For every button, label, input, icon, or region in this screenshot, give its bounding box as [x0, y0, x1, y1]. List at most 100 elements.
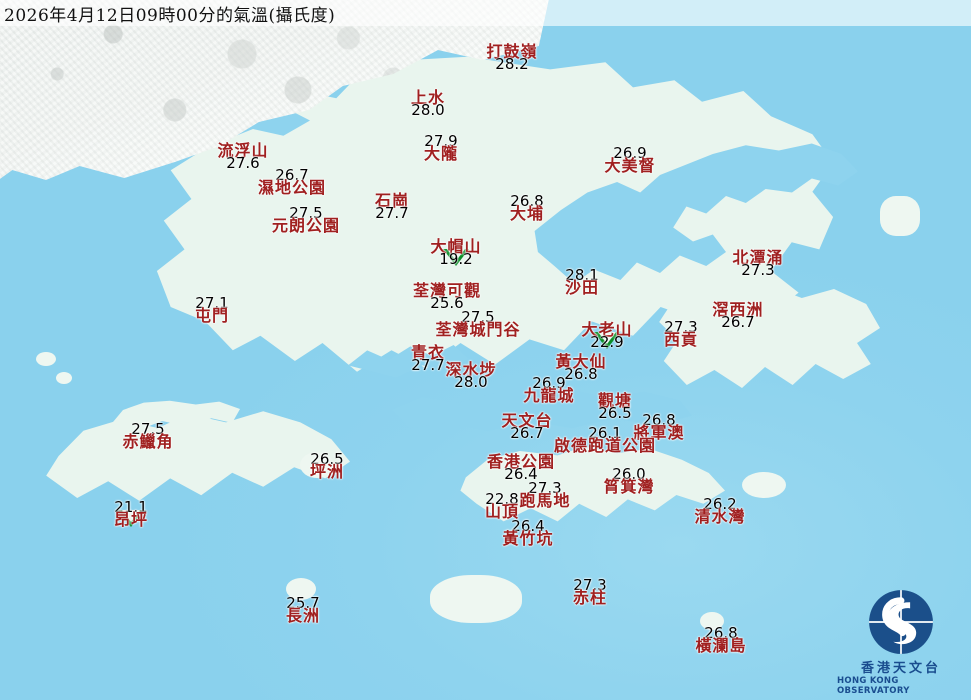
station-label: 27.3 跑馬地 [519, 480, 571, 511]
station-name: 黃大仙 [555, 352, 607, 371]
station-temperature-value: 27.5 [289, 204, 323, 222]
station-marker-triangle [443, 249, 469, 266]
station-temperature-value: 28.0 [411, 101, 445, 120]
station-label: 荃灣可觀 25.6 [412, 281, 482, 312]
station-temperature-value: 26.9 [613, 144, 647, 162]
station-name: 大隴 [423, 144, 459, 164]
station-label: 27.3 赤柱 [572, 576, 608, 608]
station-name: 清水灣 [694, 507, 746, 527]
station-temperature-value: 26.7 [275, 166, 309, 184]
station-temperature-value: 27.5 [461, 308, 495, 326]
station-temperature-value: 27.7 [411, 356, 445, 375]
station-name: 橫瀾島 [695, 636, 747, 656]
title-bar: 2026年4月12日09時00分的氣溫(攝氏度) [0, 0, 971, 26]
station-label: 上水 28.0 [410, 88, 446, 120]
station-name: 赤柱 [572, 588, 608, 608]
page-title: 2026年4月12日09時00分的氣溫(攝氏度) [4, 5, 336, 26]
station-label: 打鼓嶺 28.2 [486, 42, 538, 73]
station-temperature-value: 26.7 [510, 424, 544, 443]
station-label: 26.0 筲箕灣 [603, 465, 655, 497]
station-label: 22.8 山頂 [485, 490, 519, 521]
station-label: 26.4 黃竹坑 [502, 517, 554, 549]
station-temperature-value: 26.4 [504, 465, 538, 484]
station-label: 26.9 九龍城 [523, 375, 575, 406]
station-label: 26.7 濕地公園 [258, 166, 326, 197]
islet-northeast [880, 196, 920, 236]
station-temperature-value: 19.2 [439, 250, 473, 269]
station-name: 元朗公園 [271, 216, 341, 236]
station-label: 26.5 坪洲 [309, 450, 345, 482]
station-label: 26.9 大美督 [604, 144, 656, 176]
station-temperature-value: 27.9 [424, 132, 458, 150]
station-temperature-value: 27.6 [226, 154, 260, 173]
observatory-emblem-icon [869, 590, 933, 654]
station-name: 天文台 [501, 411, 553, 430]
station-label: 27.9 大隴 [423, 132, 459, 164]
station-name: 大帽山 [430, 237, 482, 256]
station-name: 九龍城 [523, 386, 575, 406]
hko-name-en: HONG KONG OBSERVATORY [837, 676, 910, 696]
station-label: 27.5 赤鱲角 [122, 420, 173, 451]
station-temperature-value: 26.1 [588, 424, 622, 442]
station-temperature-value: 26.8 [564, 365, 598, 384]
station-label: 25.7 長洲 [285, 595, 321, 626]
station-temperature-value: 26.5 [598, 404, 632, 423]
station-temperature-value: 21.1 [114, 498, 148, 516]
islet-lamma [430, 575, 522, 623]
station-name: 青衣 [410, 343, 446, 362]
station-name: 觀塘 [597, 391, 633, 410]
station-label: 石崗 27.7 [374, 191, 410, 223]
station-name: 坪洲 [309, 462, 345, 482]
station-label: 26.8 大埔 [509, 193, 545, 224]
station-label: 青衣 27.7 [410, 343, 446, 375]
station-label: 27.1 屯門 [194, 295, 230, 326]
islet-peng-chau [300, 452, 334, 478]
station-label: 21.1 昂坪 [114, 498, 148, 529]
station-temperature-value: 22.8 [485, 490, 519, 508]
hko-logo: 香港天文台 HONG KONG OBSERVATORY [837, 584, 965, 696]
station-label: 26.8 橫瀾島 [695, 625, 747, 656]
station-name: 西貢 [663, 330, 699, 350]
station-temperature-value: 28.1 [565, 266, 599, 284]
station-temperature-value: 27.5 [131, 420, 165, 438]
station-name: 跑馬地 [519, 491, 571, 511]
station-temperature-value: 27.3 [664, 318, 698, 336]
station-label: 26.2 清水灣 [694, 495, 746, 527]
station-label: 28.1 沙田 [564, 266, 600, 298]
station-label: 27.3 西貢 [663, 318, 699, 350]
station-temperature-value: 22.9 [590, 333, 624, 352]
station-temperature-value: 27.7 [375, 204, 409, 223]
station-name: 石崗 [374, 191, 410, 210]
station-label: 26.1 啟德跑道公園 [554, 424, 656, 455]
station-temperature-value: 26.2 [703, 495, 737, 513]
station-label: 北潭涌 27.3 [732, 248, 784, 279]
station-name: 屯門 [194, 306, 230, 326]
islet-waglan [700, 612, 724, 630]
station-name: 打鼓嶺 [486, 42, 538, 61]
station-temperature-value: 26.8 [642, 411, 676, 429]
islet-west-2 [56, 372, 72, 384]
station-name: 將軍澳 [633, 423, 685, 443]
station-name: 大美督 [604, 156, 656, 176]
station-name: 筲箕灣 [603, 477, 655, 497]
station-temperature-value: 26.5 [310, 450, 344, 468]
station-name: 滘西洲 [712, 300, 764, 319]
station-label: 香港公園 26.4 [487, 453, 555, 484]
station-name: 黃竹坑 [502, 529, 554, 549]
station-name: 上水 [410, 88, 446, 107]
station-name: 流浮山 [217, 141, 269, 160]
station-name: 北潭涌 [732, 248, 784, 267]
station-temperature-value: 26.7 [721, 313, 755, 332]
station-temperature-value: 26.0 [612, 465, 646, 483]
station-label: 27.5 元朗公園 [271, 204, 341, 236]
station-temperature-value: 26.4 [511, 517, 545, 535]
station-name: 長洲 [285, 606, 321, 626]
station-label: 流浮山 27.6 [217, 141, 269, 173]
station-name: 大老山 [581, 320, 633, 339]
station-name: 荃灣可觀 [412, 281, 482, 300]
station-temperature-value: 27.3 [573, 576, 607, 594]
hko-name-cn: 香港天文台 [860, 661, 941, 676]
station-name: 大埔 [509, 204, 545, 224]
station-name: 沙田 [564, 278, 600, 298]
